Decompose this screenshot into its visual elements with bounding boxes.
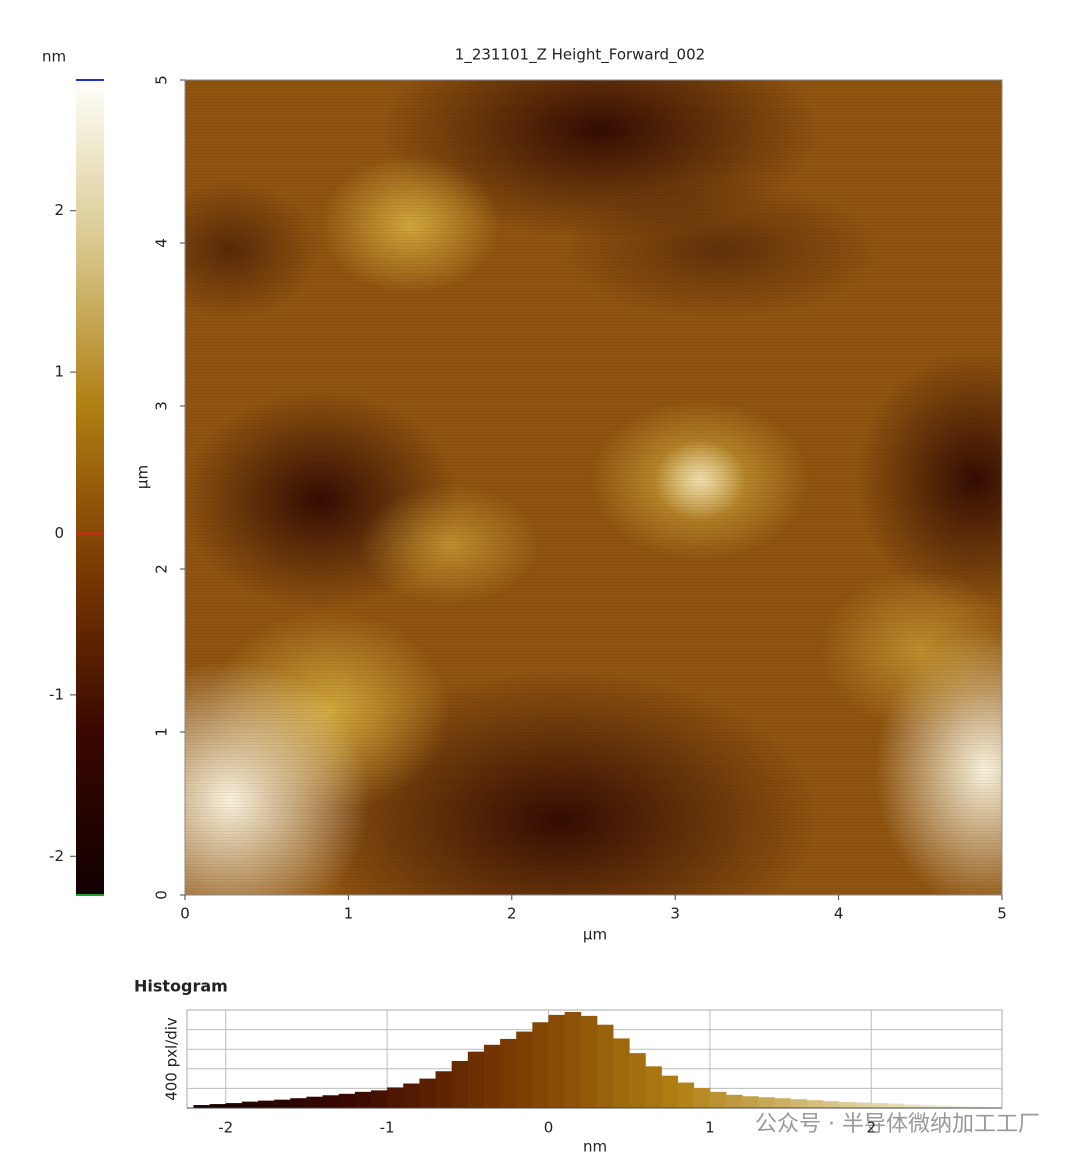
- x-tick-label: 5: [997, 905, 1007, 923]
- histogram-bar: [467, 1051, 485, 1108]
- histogram-bar: [903, 1104, 921, 1108]
- colorbar: [76, 80, 104, 895]
- histogram-bar: [613, 1038, 630, 1108]
- histogram-bar: [742, 1096, 759, 1108]
- x-tick-label: 4: [834, 905, 844, 923]
- y-tick-label: 5: [153, 75, 171, 85]
- image-title: 1_231101_Z Height_Forward_002: [455, 46, 705, 65]
- colorbar-tick-label: 0: [54, 524, 64, 542]
- histogram-bar: [758, 1097, 775, 1108]
- histogram-bar: [354, 1091, 372, 1108]
- histogram-bar: [306, 1096, 323, 1108]
- x-tick-label: 0: [180, 905, 190, 923]
- x-tick-label: 3: [670, 905, 680, 923]
- x-axis-label: µm: [583, 926, 607, 944]
- histogram-bar: [855, 1102, 872, 1108]
- histogram-bar: [225, 1103, 243, 1108]
- histogram-bar: [693, 1087, 711, 1108]
- histogram-bar: [806, 1100, 824, 1108]
- colorbar-tick-label: -2: [49, 847, 64, 865]
- histogram-bar: [274, 1099, 291, 1108]
- histogram-bar: [209, 1104, 227, 1108]
- histogram-bar: [564, 1011, 582, 1108]
- x-tick-label: -2: [218, 1119, 233, 1137]
- histogram-bar: [483, 1044, 501, 1108]
- histogram-bar: [822, 1101, 840, 1108]
- x-tick-label: 1: [705, 1119, 715, 1137]
- colorbar-tick-label: 2: [54, 201, 64, 219]
- x-tick-label: 1: [344, 905, 354, 923]
- histogram-x-label: nm: [583, 1138, 607, 1156]
- histogram-bar: [887, 1103, 904, 1108]
- histogram-bar: [516, 1031, 533, 1108]
- histogram-bar: [951, 1106, 969, 1108]
- y-axis-label: µm: [134, 465, 152, 489]
- histogram-bar: [370, 1090, 388, 1108]
- histogram-bar: [709, 1091, 727, 1108]
- histogram-bar: [500, 1038, 517, 1108]
- y-tick-label: 1: [153, 727, 171, 737]
- histogram-bar: [629, 1053, 646, 1108]
- histogram-bar: [645, 1066, 662, 1108]
- histogram-title: Histogram: [134, 977, 228, 996]
- histogram-bar: [451, 1060, 469, 1108]
- y-tick-label: 2: [153, 564, 171, 574]
- x-tick-label: 2: [507, 905, 517, 923]
- histogram-bar: [338, 1093, 356, 1108]
- histogram-bar: [774, 1098, 791, 1108]
- histogram-bar: [596, 1024, 614, 1108]
- histogram-bar: [387, 1087, 404, 1108]
- height-map: [185, 80, 1002, 895]
- histogram-bar: [677, 1082, 695, 1108]
- histogram-bar: [403, 1083, 420, 1108]
- colorbar-tick-label: -1: [49, 685, 64, 703]
- colorbar-tick-label: 1: [54, 363, 64, 381]
- histogram-bar: [532, 1022, 549, 1108]
- histogram-bar: [258, 1100, 275, 1108]
- histogram-bar: [580, 1015, 598, 1108]
- histogram-bar: [548, 1014, 566, 1108]
- histogram-bar: [790, 1099, 808, 1108]
- x-tick-label: 2: [867, 1119, 877, 1137]
- histogram-bar: [919, 1105, 937, 1108]
- watermark: 公众号 · 半导体微纳加工工厂: [755, 1112, 1040, 1137]
- histogram-bar: [726, 1094, 743, 1108]
- y-tick-label: 0: [153, 890, 171, 900]
- histogram-bar: [661, 1075, 679, 1108]
- histogram-bar: [290, 1098, 307, 1108]
- y-tick-label: 3: [153, 401, 171, 411]
- histogram-y-label: 400 pxl/div: [163, 1017, 181, 1101]
- x-tick-label: -1: [380, 1119, 395, 1137]
- histogram-bar: [968, 1106, 985, 1108]
- histogram-bar: [241, 1101, 259, 1108]
- x-tick-label: 0: [544, 1119, 554, 1137]
- plot-frame: [184, 79, 1003, 896]
- histogram-bar: [419, 1078, 436, 1108]
- histogram-bar: [935, 1105, 953, 1108]
- histogram-bar: [193, 1105, 210, 1108]
- histogram-bar: [839, 1102, 856, 1108]
- histogram-bar: [322, 1095, 340, 1108]
- colorbar-label: nm: [42, 48, 66, 66]
- histogram-bar: [871, 1103, 888, 1108]
- y-tick-label: 4: [153, 238, 171, 248]
- histogram-bar: [435, 1071, 453, 1108]
